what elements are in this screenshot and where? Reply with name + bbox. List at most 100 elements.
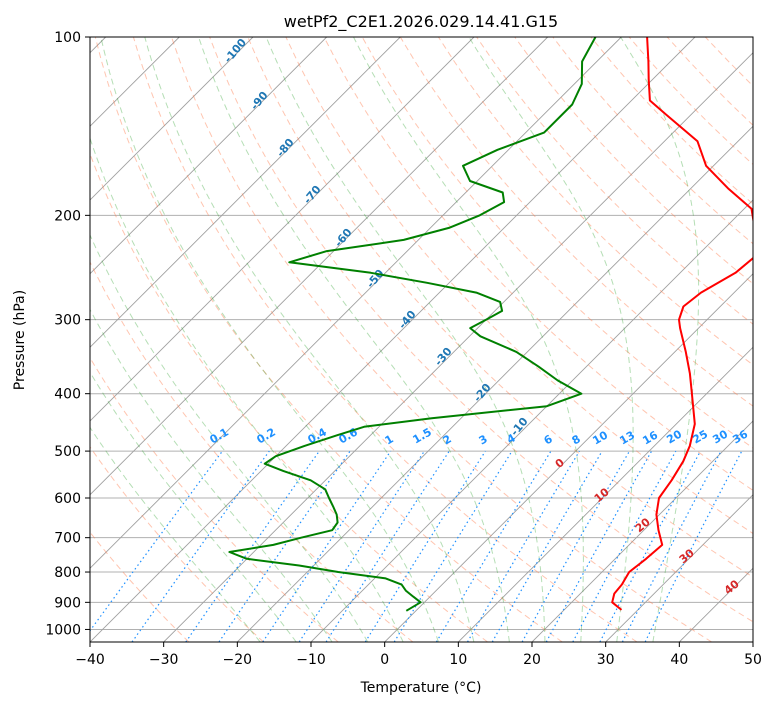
x-tick-label: 20 <box>523 652 541 668</box>
dry-adiabat-line <box>247 37 753 578</box>
dry-adiabat-line <box>476 37 753 325</box>
isotherm-line <box>90 37 549 496</box>
x-tick-label: −10 <box>296 652 326 668</box>
profile-series <box>228 37 753 612</box>
y-tick-label: 700 <box>54 531 81 547</box>
isotherm-line <box>163 52 753 642</box>
mixing-ratio-label: 20 <box>664 427 684 446</box>
mixing-ratio-line <box>325 450 450 642</box>
dry-adiabat-label: -50 <box>364 267 387 291</box>
x-tick-label: 10 <box>449 652 467 668</box>
isotherm-line <box>384 273 753 642</box>
mixing-ratio-line <box>572 450 677 642</box>
y-tick-label: 100 <box>54 30 81 46</box>
x-tick-label: 50 <box>744 652 762 668</box>
mixing-ratio-label: 30 <box>710 427 730 446</box>
moist-adiabat-line <box>100 37 439 642</box>
mixing-ratio-label: 0.1 <box>208 425 231 446</box>
moist-adiabat-label: 30 <box>677 546 697 566</box>
x-axis-label: Temperature (°C) <box>360 680 482 696</box>
x-tick-label: −20 <box>223 652 253 668</box>
isotherm-line <box>678 567 753 642</box>
mixing-ratio-label: 0.2 <box>255 425 278 446</box>
mixing-ratio-line <box>364 450 486 642</box>
dry-adiabat-line <box>514 37 753 285</box>
x-axis: −40 −30 −20 −10 0 10 20 30 40 50 <box>75 642 762 668</box>
mixing-ratio-label: 16 <box>640 428 660 447</box>
dry-adiabat-label: -30 <box>432 345 455 369</box>
dry-adiabat-label: -20 <box>471 381 494 405</box>
dry-adiabat-line <box>209 37 753 623</box>
moist-adiabat-label: 10 <box>592 485 612 505</box>
dry-adiabat-line <box>171 37 712 642</box>
mixing-ratio-label: 1.5 <box>411 425 434 446</box>
mixing-ratio-line <box>131 450 270 642</box>
moist-adiabat-line <box>620 37 700 642</box>
y-axis: 100 200 300 400 500 600 700 800 900 1000 <box>45 30 90 638</box>
mixing-ratio-label: 2 <box>441 432 454 447</box>
dry-adiabat-label: -90 <box>248 89 271 113</box>
dry-adiabat-label: -80 <box>274 136 297 160</box>
background-lines <box>90 37 753 642</box>
y-tick-label: 400 <box>54 387 81 403</box>
mixing-ratio-line <box>90 450 223 632</box>
mixing-ratio-label: 1 <box>383 432 396 447</box>
mixing-ratio-label: 3 <box>477 432 490 447</box>
isotherm-line <box>457 346 753 642</box>
x-tick-label: −30 <box>149 652 179 668</box>
dry-adiabat-line <box>323 37 753 491</box>
x-tick-label: 30 <box>597 652 615 668</box>
isotherm-line <box>310 199 753 642</box>
moist-adiabat-line <box>90 371 297 642</box>
mixing-ratio-line <box>435 450 552 642</box>
dry-adiabat-label: -40 <box>396 308 419 332</box>
dry-adiabat-line <box>285 37 753 535</box>
chart-title: wetPf2_C2E1.2026.029.14.41.G15 <box>284 12 558 32</box>
mixing-ratio-label: 10 <box>590 428 610 447</box>
dry-adiabat-line <box>94 37 563 642</box>
y-tick-label: 900 <box>54 595 81 611</box>
dry-adiabat-line <box>90 531 190 642</box>
moist-adiabat-line <box>353 37 584 642</box>
moist-adiabat-line <box>198 37 510 642</box>
mixing-ratio-line <box>599 450 702 642</box>
isotherm-line <box>605 494 753 642</box>
isotherm-line <box>531 420 753 642</box>
temperature-line <box>611 37 753 611</box>
mixing-ratio-line <box>298 450 425 642</box>
mixing-ratio-line <box>466 450 580 642</box>
y-tick-label: 1000 <box>45 622 81 638</box>
moist-adiabat-label: 40 <box>722 577 742 597</box>
dry-adiabat-line <box>90 356 339 642</box>
mixing-ratio-line <box>545 450 653 642</box>
isotherm-line <box>236 125 753 642</box>
y-tick-label: 500 <box>54 444 81 460</box>
y-tick-label: 600 <box>54 491 81 507</box>
moist-adiabat-line <box>90 308 333 642</box>
dewpoint-line <box>228 37 597 612</box>
dry-adiabat-line <box>90 260 414 642</box>
y-tick-label: 200 <box>54 208 81 224</box>
y-tick-label: 300 <box>54 313 81 329</box>
moist-adiabat-label: 20 <box>633 515 653 535</box>
x-tick-label: 0 <box>380 652 389 668</box>
isotherm-line <box>90 37 328 275</box>
mixing-ratio-line <box>393 450 513 642</box>
mixing-ratio-line <box>218 450 351 642</box>
isotherm-line <box>90 37 254 201</box>
moist-adiabat-line <box>468 37 634 642</box>
isotherm-line <box>752 641 753 642</box>
mixing-ratio-label: 6 <box>542 432 555 447</box>
moist-adiabat-line <box>144 37 475 642</box>
mixing-ratio-line <box>262 450 392 642</box>
x-tick-label: −40 <box>75 652 105 668</box>
dry-adiabat-label: -70 <box>301 183 324 207</box>
isotherm-line <box>90 37 622 569</box>
x-tick-label: 40 <box>670 652 688 668</box>
moist-adiabat-line <box>90 136 404 642</box>
dry-adiabat-line <box>552 37 753 245</box>
isotherm-line <box>90 37 475 422</box>
dry-adiabat-label: -60 <box>332 226 355 250</box>
moist-adiabat-label: 0 <box>553 456 567 471</box>
